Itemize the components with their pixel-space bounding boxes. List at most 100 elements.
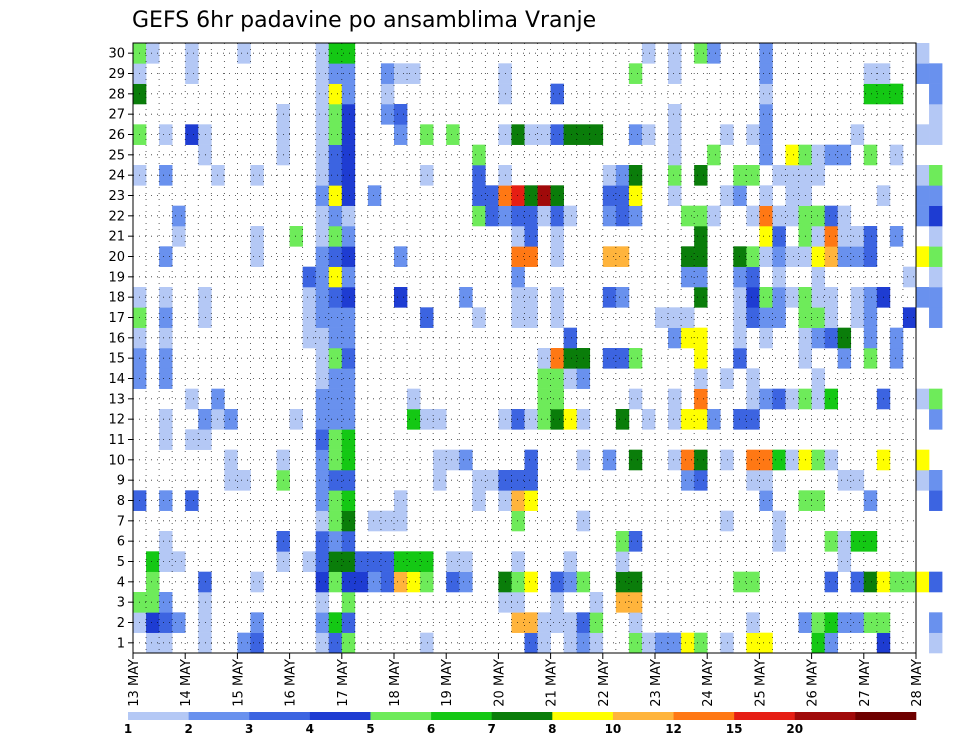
heatmap-cell bbox=[302, 266, 316, 288]
heatmap-cell bbox=[511, 510, 525, 532]
y-tick-label: 14 bbox=[108, 372, 125, 387]
heatmap-cell bbox=[511, 592, 525, 613]
heatmap-cell bbox=[837, 531, 852, 552]
colorbar-swatch bbox=[128, 712, 189, 720]
heatmap-cell bbox=[159, 368, 173, 389]
heatmap-cell bbox=[394, 124, 408, 145]
y-tick-label: 13 bbox=[108, 392, 125, 407]
heatmap-cell bbox=[589, 612, 604, 633]
heatmap-cell bbox=[811, 388, 825, 410]
heatmap-cell bbox=[302, 307, 316, 328]
heatmap-cell bbox=[315, 246, 330, 267]
heatmap-cell bbox=[628, 388, 643, 410]
heatmap-cell bbox=[315, 531, 330, 552]
heatmap-cell bbox=[628, 124, 643, 145]
heatmap-cell bbox=[172, 612, 186, 633]
heatmap-cell bbox=[746, 632, 760, 654]
heatmap-cell bbox=[563, 368, 577, 389]
heatmap-cell bbox=[511, 307, 525, 328]
heatmap-cell bbox=[628, 185, 643, 206]
heatmap-cell bbox=[328, 104, 343, 125]
heatmap-cell bbox=[916, 124, 930, 145]
heatmap-cell bbox=[511, 124, 525, 145]
y-tick-label: 30 bbox=[108, 47, 125, 62]
heatmap-cell bbox=[694, 388, 708, 410]
colorbar-label: 1 bbox=[124, 722, 132, 736]
heatmap-cell bbox=[785, 185, 799, 206]
colorbar-label: 4 bbox=[306, 722, 314, 736]
heatmap-cell bbox=[916, 246, 930, 267]
heatmap-cell bbox=[628, 348, 643, 369]
heatmap-cell bbox=[694, 632, 708, 654]
heatmap-cell bbox=[929, 287, 943, 308]
heatmap-cell bbox=[302, 327, 316, 349]
colorbar-label: 2 bbox=[184, 722, 192, 736]
heatmap-cell bbox=[759, 226, 773, 247]
heatmap-cell bbox=[746, 165, 760, 186]
heatmap-cell bbox=[459, 571, 473, 593]
heatmap-cell bbox=[628, 612, 643, 633]
x-tick-label: 23 MAY bbox=[649, 659, 664, 707]
heatmap-cell bbox=[328, 43, 343, 64]
heatmap-cell bbox=[341, 165, 356, 186]
heatmap-cell bbox=[889, 144, 904, 166]
heatmap-cell bbox=[863, 571, 878, 593]
heatmap-cell bbox=[929, 83, 943, 105]
heatmap-cell bbox=[824, 246, 838, 267]
heatmap-cell bbox=[341, 612, 356, 633]
colorbar-swatch bbox=[673, 712, 735, 720]
heatmap-cell bbox=[524, 571, 538, 593]
heatmap-cell bbox=[328, 287, 343, 308]
heatmap-cell bbox=[198, 409, 212, 430]
heatmap-cell bbox=[328, 612, 343, 633]
heatmap-cell bbox=[537, 185, 551, 206]
chart-title: GEFS 6hr padavine po ansamblima Vranje bbox=[132, 8, 596, 33]
y-tick-label: 11 bbox=[108, 433, 125, 448]
heatmap-cell bbox=[668, 409, 682, 430]
heatmap-cell bbox=[341, 490, 356, 511]
colorbar-swatch bbox=[249, 712, 311, 720]
heatmap-cell bbox=[289, 409, 303, 430]
y-tick-label: 10 bbox=[108, 453, 125, 468]
y-tick-label: 26 bbox=[108, 128, 125, 143]
heatmap-cell bbox=[341, 388, 356, 410]
x-tick-label: 19 MAY bbox=[440, 659, 455, 707]
heatmap-cell bbox=[328, 205, 343, 227]
heatmap-cell bbox=[328, 226, 343, 247]
colorbar-label: 10 bbox=[605, 722, 622, 736]
heatmap-cell bbox=[902, 571, 917, 593]
heatmap-cell bbox=[824, 612, 838, 633]
heatmap-cell bbox=[524, 287, 538, 308]
heatmap-cell bbox=[916, 287, 930, 308]
heatmap-cell bbox=[668, 449, 682, 471]
heatmap-cell bbox=[694, 226, 708, 247]
heatmap-cell bbox=[315, 205, 330, 227]
heatmap-cell bbox=[837, 551, 852, 572]
colorbar-swatch bbox=[734, 712, 796, 720]
heatmap-cell bbox=[681, 307, 695, 328]
heatmap-cell bbox=[785, 165, 799, 186]
heatmap-cell bbox=[668, 632, 682, 654]
heatmap-cell bbox=[681, 409, 695, 430]
heatmap-cell bbox=[198, 124, 212, 145]
heatmap-cell bbox=[511, 612, 525, 633]
x-tick-label: 16 MAY bbox=[284, 659, 299, 707]
heatmap-cell bbox=[472, 185, 486, 206]
heatmap-cell bbox=[563, 124, 577, 145]
heatmap-cell bbox=[524, 409, 538, 430]
y-tick-label: 9 bbox=[117, 474, 125, 489]
heatmap-cell bbox=[550, 185, 564, 206]
heatmap-cell bbox=[537, 124, 551, 145]
heatmap-cell bbox=[602, 165, 617, 186]
heatmap-cell bbox=[420, 571, 434, 593]
heatmap-cell bbox=[746, 612, 760, 633]
colorbar-swatch bbox=[855, 712, 917, 720]
heatmap-cell bbox=[628, 571, 643, 593]
heatmap-cell bbox=[863, 612, 878, 633]
heatmap-cell bbox=[198, 571, 212, 593]
colorbar-label: 3 bbox=[245, 722, 253, 736]
colorbar-label: 6 bbox=[427, 722, 435, 736]
x-tick-label: 17 MAY bbox=[336, 659, 351, 707]
heatmap-cell bbox=[772, 165, 786, 186]
